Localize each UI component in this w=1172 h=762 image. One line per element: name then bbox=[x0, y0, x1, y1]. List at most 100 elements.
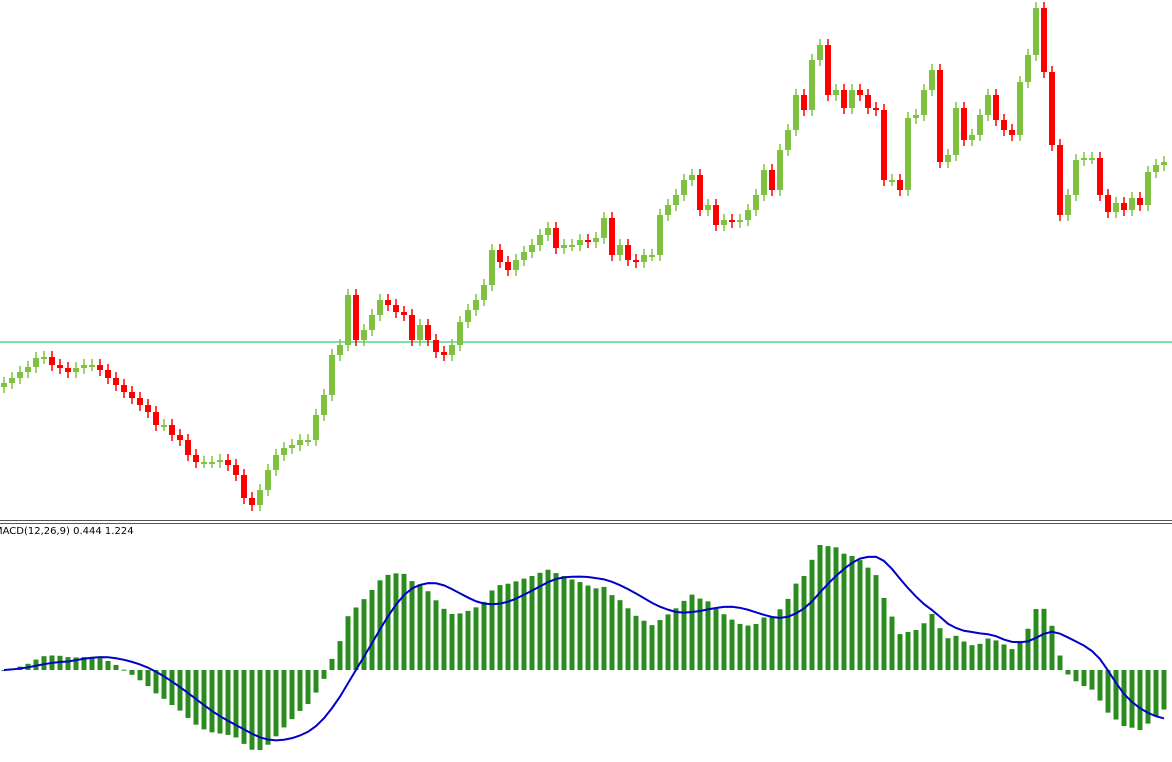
candle-body bbox=[1161, 162, 1167, 165]
macd-histogram-bar bbox=[649, 625, 655, 670]
candle-body bbox=[137, 398, 143, 405]
candle-body bbox=[153, 412, 159, 425]
candle-body bbox=[33, 358, 39, 367]
candle-body bbox=[553, 228, 559, 248]
candle-body bbox=[273, 455, 279, 470]
candle-body bbox=[369, 315, 375, 330]
candle-body bbox=[465, 310, 471, 322]
macd-histogram-bar bbox=[753, 623, 759, 670]
candle-body bbox=[321, 395, 327, 415]
macd-histogram-bar bbox=[1041, 608, 1047, 670]
macd-histogram-bar bbox=[873, 575, 879, 670]
macd-histogram-bar bbox=[785, 598, 791, 670]
candle-body bbox=[825, 45, 831, 95]
macd-histogram-bar bbox=[489, 590, 495, 670]
candle-body bbox=[665, 205, 671, 215]
candle-body bbox=[185, 440, 191, 455]
macd-histogram-bar bbox=[225, 670, 231, 735]
candle-body bbox=[817, 45, 823, 60]
candle-body bbox=[769, 170, 775, 190]
candle-body bbox=[833, 90, 839, 95]
candle-body bbox=[177, 435, 183, 440]
macd-histogram-bar bbox=[537, 572, 543, 670]
candle-body bbox=[681, 180, 687, 195]
candle-body bbox=[1105, 195, 1111, 212]
candle-body bbox=[1097, 158, 1103, 195]
candle-body bbox=[761, 170, 767, 195]
candle-body bbox=[1001, 120, 1007, 130]
candle-body bbox=[697, 175, 703, 210]
candle-body bbox=[9, 378, 15, 383]
macd-histogram-bar bbox=[1025, 628, 1031, 670]
candle-body bbox=[881, 110, 887, 180]
candle-body bbox=[777, 150, 783, 190]
candle-body bbox=[97, 365, 103, 370]
macd-histogram-bar bbox=[161, 670, 167, 699]
macd-histogram-bar bbox=[961, 641, 967, 670]
candle-body bbox=[65, 368, 71, 372]
macd-histogram-bar bbox=[953, 635, 959, 670]
candle-body bbox=[361, 330, 367, 340]
candle-body bbox=[609, 218, 615, 255]
candle-body bbox=[1033, 8, 1039, 55]
macd-histogram-bar bbox=[401, 573, 407, 670]
candle-body bbox=[1081, 158, 1087, 160]
candle-body bbox=[105, 370, 111, 378]
candle-body bbox=[241, 475, 247, 498]
price-chart[interactable] bbox=[0, 0, 1172, 520]
candle-body bbox=[537, 235, 543, 245]
macd-histogram-bar bbox=[569, 579, 575, 670]
macd-histogram-bar bbox=[409, 581, 415, 670]
candle-body bbox=[1057, 145, 1063, 215]
candle-body bbox=[529, 245, 535, 252]
candle-body bbox=[993, 95, 999, 120]
candle-body bbox=[593, 238, 599, 242]
macd-histogram-bar bbox=[1097, 670, 1103, 701]
macd-histogram-bar bbox=[281, 670, 287, 728]
candle-body bbox=[937, 70, 943, 162]
candle-body bbox=[201, 462, 207, 464]
candle-body bbox=[505, 262, 511, 270]
candle-body bbox=[449, 345, 455, 355]
candle-body bbox=[545, 228, 551, 235]
candle-body bbox=[1065, 195, 1071, 215]
candle-body bbox=[457, 322, 463, 345]
macd-histogram-bar bbox=[881, 597, 887, 670]
macd-histogram-bar bbox=[849, 555, 855, 670]
candle-body bbox=[649, 255, 655, 257]
candle-body bbox=[481, 285, 487, 300]
macd-histogram-bar bbox=[393, 573, 399, 670]
macd-histogram-bar bbox=[521, 578, 527, 670]
candle-body bbox=[1153, 165, 1159, 172]
macd-histogram-bar bbox=[1105, 670, 1111, 713]
macd-histogram-bar bbox=[41, 656, 47, 670]
macd-histogram-bar bbox=[65, 657, 71, 670]
macd-histogram-bar bbox=[937, 628, 943, 670]
candle-body bbox=[849, 90, 855, 108]
candle-body bbox=[1041, 8, 1047, 72]
macd-histogram-bar bbox=[601, 586, 607, 670]
candle-body bbox=[265, 470, 271, 490]
candle-body bbox=[625, 245, 631, 260]
macd-histogram-bar bbox=[713, 608, 719, 670]
macd-histogram-bar bbox=[921, 623, 927, 670]
candle-body bbox=[409, 315, 415, 340]
macd-histogram-bar bbox=[385, 574, 391, 670]
macd-histogram-bar bbox=[697, 598, 703, 670]
macd-histogram-bar bbox=[321, 670, 327, 679]
macd-histogram-bar bbox=[481, 601, 487, 670]
macd-histogram-bar bbox=[905, 631, 911, 670]
macd-histogram-bar bbox=[889, 616, 895, 670]
candle-body bbox=[1049, 72, 1055, 145]
macd-histogram-bar bbox=[241, 670, 247, 744]
candle-body bbox=[657, 215, 663, 255]
macd-histogram-bar bbox=[617, 600, 623, 670]
candle-body bbox=[121, 385, 127, 392]
macd-histogram-bar bbox=[473, 607, 479, 670]
macd-chart[interactable] bbox=[0, 524, 1172, 762]
macd-histogram-bar bbox=[1129, 670, 1135, 728]
macd-histogram-bar bbox=[73, 657, 79, 670]
macd-histogram-bar bbox=[993, 640, 999, 670]
macd-histogram-bar bbox=[1113, 670, 1119, 720]
candle-body bbox=[345, 295, 351, 345]
